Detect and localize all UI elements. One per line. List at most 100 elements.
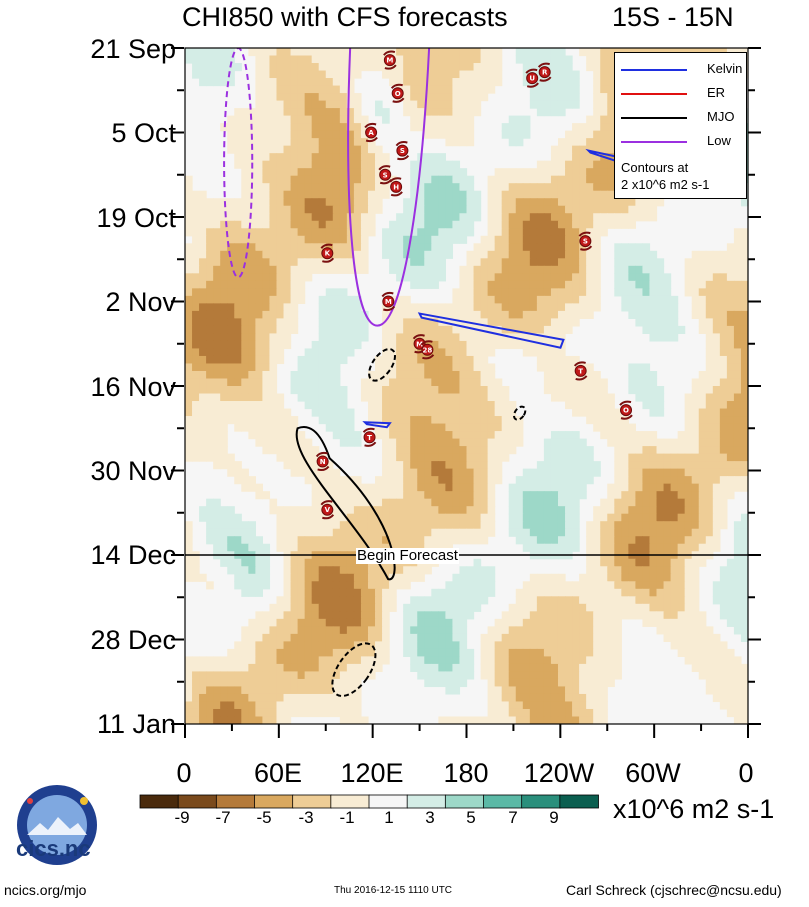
field-cell	[621, 581, 629, 590]
field-cell	[740, 453, 748, 462]
field-cell	[719, 378, 728, 387]
field-cell	[311, 355, 320, 365]
field-cell	[339, 310, 348, 319]
field-cell	[565, 63, 573, 72]
field-cell	[529, 303, 538, 312]
field-cell	[276, 663, 285, 673]
field-cell	[339, 145, 348, 154]
field-cell	[311, 543, 320, 552]
field-cell	[396, 461, 404, 470]
field-cell	[607, 543, 615, 552]
field-cell	[297, 273, 306, 282]
field-cell	[529, 521, 538, 530]
field-cell	[332, 626, 341, 635]
field-cell	[255, 633, 264, 642]
field-cell	[311, 528, 320, 537]
field-cell	[431, 438, 439, 447]
field-cell	[410, 528, 418, 537]
field-cell	[466, 476, 475, 485]
field-cell	[220, 370, 228, 380]
field-cell	[536, 258, 545, 267]
field-cell	[262, 543, 271, 552]
field-cell	[600, 393, 608, 402]
field-cell	[621, 423, 629, 432]
field-cell	[241, 663, 249, 673]
field-cell	[431, 168, 439, 177]
field-cell	[255, 63, 264, 72]
field-cell	[670, 611, 679, 620]
field-cell	[262, 70, 271, 79]
field-cell	[663, 295, 672, 304]
field-cell	[529, 318, 538, 327]
field-cell	[565, 363, 573, 372]
field-cell	[304, 363, 313, 372]
field-cell	[332, 235, 341, 244]
field-cell	[445, 250, 454, 259]
field-cell	[572, 476, 580, 485]
field-cell	[346, 416, 355, 425]
field-cell	[593, 130, 601, 139]
field-cell	[515, 48, 524, 57]
field-cell	[522, 468, 531, 477]
field-cell	[452, 48, 461, 57]
field-cell	[206, 506, 214, 515]
field-cell	[656, 198, 665, 207]
field-cell	[740, 386, 748, 395]
field-cell	[311, 363, 320, 372]
field-cell	[607, 175, 615, 184]
field-cell	[248, 258, 256, 267]
field-cell	[325, 656, 334, 665]
field-cell	[649, 476, 658, 485]
field-cell	[452, 378, 461, 387]
field-cell	[565, 235, 573, 244]
field-cell	[431, 333, 439, 342]
field-cell	[536, 536, 545, 545]
field-cell	[459, 536, 468, 545]
field-cell	[600, 521, 608, 530]
field-cell	[515, 213, 524, 222]
field-cell	[677, 461, 686, 470]
field-cell	[297, 85, 306, 94]
field-cell	[269, 123, 278, 132]
field-cell	[234, 528, 242, 537]
field-cell	[318, 611, 327, 620]
field-cell	[424, 633, 432, 642]
field-cell	[255, 355, 264, 365]
field-cell	[403, 536, 411, 545]
field-cell	[192, 453, 200, 462]
field-cell	[550, 483, 559, 492]
field-cell	[522, 491, 531, 500]
field-cell	[346, 145, 355, 154]
field-cell	[297, 243, 306, 252]
field-cell	[543, 506, 552, 515]
field-cell	[670, 295, 679, 304]
field-cell	[213, 288, 221, 297]
field-cell	[262, 408, 271, 417]
field-cell	[445, 513, 454, 522]
field-cell	[445, 528, 454, 537]
field-cell	[276, 325, 285, 335]
field-cell	[424, 258, 432, 267]
field-cell	[459, 288, 468, 297]
field-cell	[473, 250, 482, 259]
field-cell	[705, 378, 714, 387]
field-cell	[375, 378, 383, 387]
field-cell	[740, 543, 748, 552]
field-cell	[346, 513, 355, 522]
field-cell	[276, 55, 285, 64]
field-cell	[515, 431, 524, 440]
field-cell	[572, 483, 580, 492]
field-cell	[269, 63, 278, 72]
field-cell	[684, 536, 693, 545]
field-cell	[473, 573, 482, 582]
field-cell	[740, 408, 748, 417]
field-cell	[579, 453, 587, 462]
field-cell	[304, 265, 313, 274]
field-cell	[304, 235, 313, 244]
field-cell	[600, 63, 608, 72]
field-cell	[424, 273, 432, 282]
field-cell	[586, 468, 594, 477]
field-cell	[600, 498, 608, 507]
field-cell	[684, 626, 693, 635]
field-cell	[220, 543, 228, 552]
